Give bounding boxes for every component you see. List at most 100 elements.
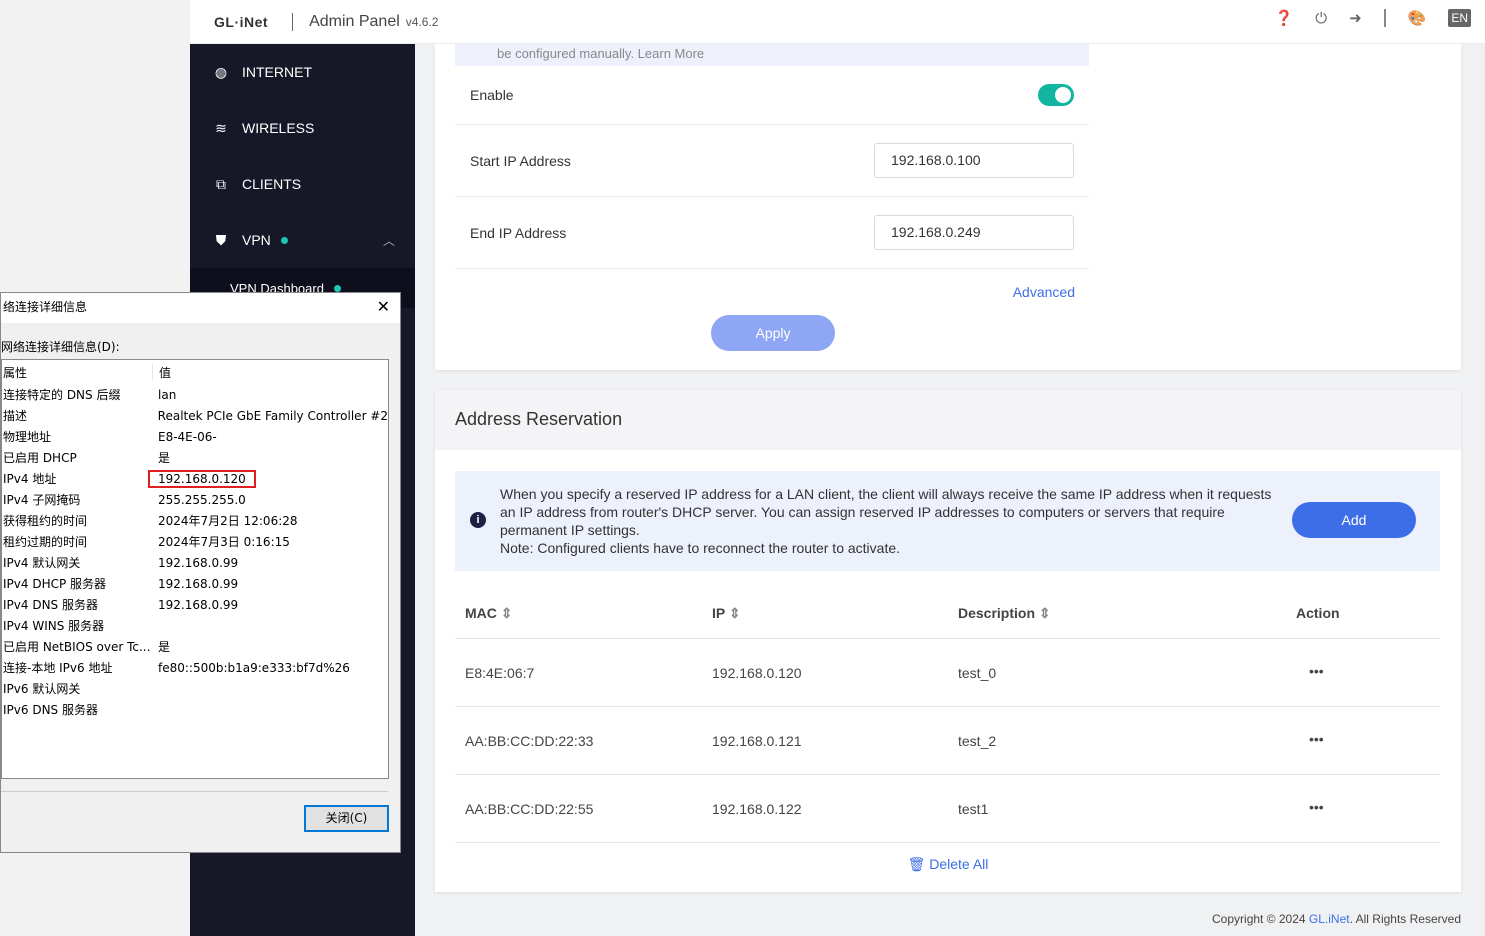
property-cell: 连接-本地 IPv6 地址 (3, 661, 113, 675)
property-cell: 已启用 NetBIOS over Tc... (3, 640, 151, 654)
property-cell: 租约过期的时间 (3, 535, 88, 549)
detail-row[interactable]: IPv4 DHCP 服务器 192.168.0.99 (2, 573, 388, 594)
property-cell: IPv4 默认网关 (3, 556, 81, 570)
enable-toggle[interactable] (1038, 84, 1074, 106)
column-ip[interactable]: IP ⇕ (712, 605, 741, 621)
add-button[interactable]: Add (1292, 502, 1416, 538)
dialog-title: 络连接详细信息 (3, 300, 88, 314)
close-button[interactable]: 关闭(C) (304, 805, 389, 832)
info-icon: i (470, 512, 486, 528)
mac-cell: AA:BB:CC:DD:22:55 (465, 801, 594, 817)
end-ip-label: End IP Address (470, 224, 567, 241)
detail-row[interactable]: 已启用 NetBIOS over Tc... 是 (2, 636, 388, 657)
description-cell: test_0 (958, 665, 997, 681)
column-mac[interactable]: MAC ⇕ (465, 605, 513, 621)
detail-row[interactable]: 连接特定的 DNS 后缀 lan (2, 384, 388, 405)
logout-icon[interactable]: ➜ (1349, 10, 1362, 27)
value-cell: 是 (158, 640, 171, 654)
info-note: be configured manually. Learn More (455, 44, 1089, 66)
detail-row[interactable]: 租约过期的时间 2024年7月3日 0:16:15 (2, 531, 388, 552)
ip-cell: 192.168.0.120 (712, 665, 802, 681)
detail-row[interactable]: IPv4 WINS 服务器 (2, 615, 388, 636)
property-cell: IPv4 地址 (3, 472, 57, 486)
language-button[interactable]: EN (1448, 9, 1471, 27)
advanced-link[interactable]: Advanced (1012, 284, 1075, 300)
detail-row[interactable]: 描述 Realtek PCIe GbE Family Controller #2 (2, 405, 388, 426)
more-actions-icon[interactable]: ••• (1309, 663, 1324, 679)
details-label: 网络连接详细信息(D): (1, 340, 120, 354)
enable-row: Enable (455, 66, 1089, 125)
column-action: Action (1296, 605, 1340, 621)
mac-cell: E8:4E:06:7 (465, 665, 535, 681)
status-dot (333, 284, 341, 292)
divider (292, 12, 294, 31)
power-icon[interactable]: ⏻ (1315, 9, 1328, 27)
table-header: MAC ⇕ IP ⇕ Description ⇕ Action (455, 589, 1440, 639)
logo[interactable]: GL·iNet (214, 13, 269, 30)
value-cell: 192.168.0.99 (158, 597, 239, 612)
sidebar-item-label: INTERNET (242, 64, 312, 80)
info-text: When you specify a reserved IP address f… (500, 486, 1272, 538)
detail-row[interactable]: IPv4 子网掩码 255.255.255.0 (2, 489, 388, 510)
details-list[interactable]: 属性 值 连接特定的 DNS 后缀 lan 描述 Realtek PCIe GbE Fa… (1, 359, 389, 779)
dialog-titlebar: 络连接详细信息 ✕ (1, 293, 400, 323)
main-content: be configured manually. Learn More Enabl… (415, 44, 1485, 936)
detail-row[interactable]: IPv4 默认网关 192.168.0.99 (2, 552, 388, 573)
version: v4.6.2 (405, 14, 439, 29)
start-ip-input[interactable]: 192.168.0.100 (874, 143, 1074, 178)
value-cell: 192.168.0.99 (158, 576, 239, 591)
property-cell: IPv4 WINS 服务器 (3, 619, 105, 633)
info-banner: i When you specify a reserved IP address… (455, 471, 1440, 571)
more-actions-icon[interactable]: ••• (1309, 799, 1324, 815)
sidebar-item-label: WIRELESS (242, 120, 315, 136)
column-value[interactable]: 值 (152, 363, 171, 381)
detail-row[interactable]: 获得租约的时间 2024年7月2日 12:06:28 (2, 510, 388, 531)
column-description[interactable]: Description ⇕ (958, 605, 1051, 621)
help-icon[interactable]: ❓ (1274, 10, 1294, 27)
detail-row[interactable]: 已启用 DHCP 是 (2, 447, 388, 468)
table-row: AA:BB:CC:DD:22:55 192.168.0.122 test1 ••… (455, 775, 1440, 843)
detail-row[interactable]: IPv4 DNS 服务器 192.168.0.99 (2, 594, 388, 615)
detail-row[interactable]: IPv6 默认网关 (2, 678, 388, 699)
property-cell: IPv4 DNS 服务器 (3, 598, 98, 612)
end-ip-input[interactable]: 192.168.0.249 (874, 215, 1074, 250)
detail-row[interactable]: IPv4 地址 192.168.0.120 (2, 468, 388, 489)
property-cell: IPv4 子网掩码 (3, 493, 81, 507)
apply-button[interactable]: Apply (711, 315, 835, 351)
table-row: E8:4E:06:7 192.168.0.120 test_0 ••• (455, 639, 1440, 707)
detail-row[interactable]: IPv6 DNS 服务器 (2, 699, 388, 720)
brand-link[interactable]: GL.iNet (1308, 912, 1350, 926)
note-text: be configured manually. Learn More (497, 46, 705, 61)
column-property[interactable]: 属性 (3, 365, 28, 380)
sidebar-item-clients[interactable]: ⧉ CLIENTS (190, 156, 415, 212)
value-cell: 是 (158, 451, 171, 465)
dhcp-card: be configured manually. Learn More Enabl… (435, 44, 1461, 370)
chevron-up-icon[interactable]: ︿ (382, 233, 395, 248)
sidebar-item-wireless[interactable]: ≋ WIRELESS (190, 100, 415, 156)
value-cell: fe80::500b:b1a9:e333:bf7d%26 (158, 660, 350, 675)
value-cell: lan (158, 387, 177, 402)
network-details-dialog: 络连接详细信息 ✕ 网络连接详细信息(D): 属性 值 连接特定的 DNS 后缀 la… (0, 292, 401, 853)
sidebar-item-label: VPN Dashboard (230, 280, 324, 296)
footer: Copyright © 2024 GL.iNet. All Rights Res… (1212, 912, 1461, 926)
value-cell: 255.255.255.0 (158, 492, 246, 507)
clients-icon: ⧉ (216, 175, 226, 192)
ip-cell: 192.168.0.122 (712, 801, 802, 817)
property-cell: IPv6 DNS 服务器 (3, 703, 98, 717)
property-cell: IPv6 默认网关 (3, 682, 81, 696)
more-actions-icon[interactable]: ••• (1309, 731, 1324, 747)
sort-icon: ⇕ (500, 605, 513, 621)
ip-cell: 192.168.0.121 (712, 733, 802, 749)
theme-palette-icon[interactable]: 🎨 (1407, 10, 1427, 27)
close-icon[interactable]: ✕ (376, 297, 390, 316)
trash-icon: 🗑 (907, 856, 926, 872)
delete-all-button[interactable]: 🗑 Delete All (435, 856, 1461, 873)
sidebar-item-internet[interactable]: ◍ INTERNET (190, 44, 415, 100)
end-ip-row: End IP Address 192.168.0.249 (455, 197, 1089, 269)
divider (1383, 9, 1386, 27)
sort-icon: ⇕ (728, 605, 741, 621)
detail-row[interactable]: 物理地址 E8-4E-06- (2, 426, 388, 447)
value-cell: Realtek PCIe GbE Family Controller #2 (157, 408, 388, 423)
detail-row[interactable]: 连接-本地 IPv6 地址 fe80::500b:b1a9:e333:bf7d%2… (2, 657, 388, 678)
sidebar-item-vpn[interactable]: ⛊ VPN ︿ (190, 212, 415, 268)
